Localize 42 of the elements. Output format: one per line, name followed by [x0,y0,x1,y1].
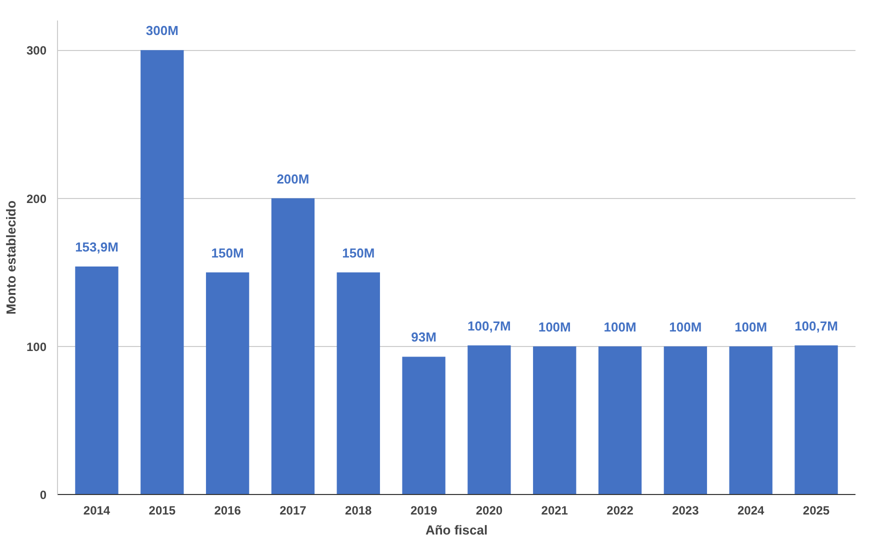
data-label: 100,7M [794,318,838,334]
data-label: 100M [669,319,702,334]
x-tick-label: 2021 [541,504,568,518]
x-tick-label: 2022 [606,504,634,518]
x-tick-label: 2015 [148,504,176,518]
x-tick-label: 2020 [476,504,503,518]
y-axis-title: Monto establecido [3,200,18,315]
data-label: 200M [276,171,310,186]
bar [206,272,250,494]
bar [598,346,642,494]
bar [468,345,511,494]
data-label: 100,7M [468,318,511,334]
bar [533,346,576,494]
bar [140,50,184,494]
bar [271,198,315,494]
data-label: 100M [538,319,571,334]
bar [75,266,118,494]
bar [402,356,446,494]
data-label: 153,9M [75,240,118,255]
x-axis-title: Año fiscal [425,522,488,538]
y-tick-label: 300 [26,44,47,58]
data-label: 150M [211,245,244,260]
y-tick-label: 100 [26,340,47,354]
data-label: 300M [146,23,178,38]
data-label: 100M [734,319,768,334]
x-tick-label: 2024 [737,504,765,518]
y-tick-label: 0 [40,488,47,502]
x-tick-label: 2018 [345,504,372,518]
x-tick-label: 2025 [802,504,830,518]
x-tick-label: 2017 [280,504,307,518]
data-label: 100M [604,319,636,334]
bar [729,346,772,494]
y-tick-label: 200 [26,192,47,206]
x-tick-label: 2019 [410,504,438,518]
bar [794,345,838,494]
bar [336,272,380,494]
data-label: 93M [411,330,436,345]
data-label: 150M [342,245,375,260]
x-tick-label: 2016 [214,504,242,518]
bar [664,346,708,494]
x-tick-label: 2014 [83,504,110,518]
x-tick-label: 2023 [672,504,700,518]
